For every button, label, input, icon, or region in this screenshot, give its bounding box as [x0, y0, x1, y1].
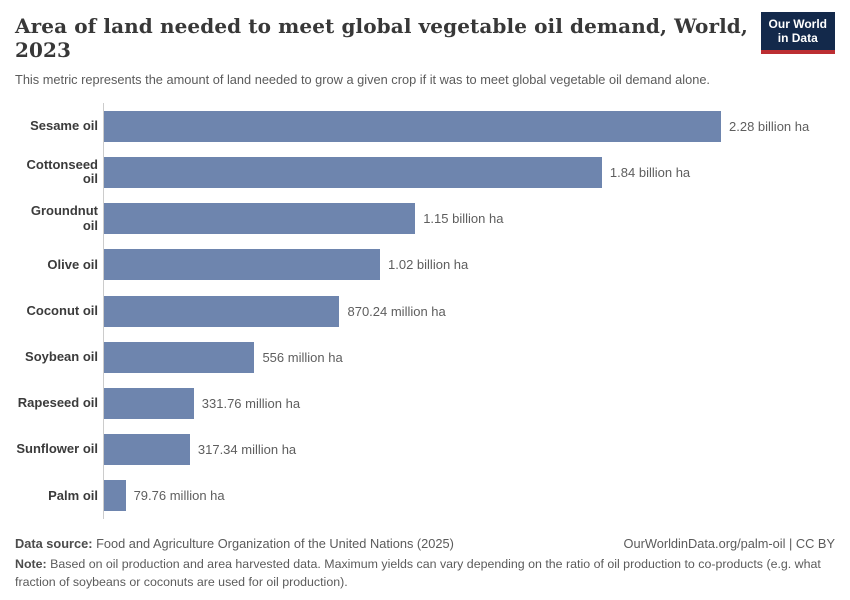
- category-label: Sesame oil: [30, 118, 98, 134]
- chart-row: Sunflower oil 317.34 million ha: [15, 426, 835, 473]
- footer-source-row: Data source: Food and Agriculture Organi…: [15, 536, 835, 551]
- chart-title: Area of land needed to meet global veget…: [15, 14, 748, 62]
- footer-note: Note: Based on oil production and area h…: [15, 556, 835, 592]
- chart-row: Rapeseed oil 331.76 million ha: [15, 380, 835, 427]
- chart-header: Area of land needed to meet global veget…: [15, 12, 835, 89]
- chart-footer: Data source: Food and Agriculture Organi…: [15, 536, 835, 592]
- owid-logo-line2: in Data: [777, 31, 818, 46]
- bar-track: 1.84 billion ha: [103, 149, 835, 196]
- category-label: Soybean oil: [25, 349, 98, 365]
- chart-row: Cottonseed oil 1.84 billion ha: [15, 149, 835, 196]
- bar-track: 1.15 billion ha: [103, 195, 835, 242]
- category-label: Olive oil: [47, 256, 98, 272]
- owid-logo: Our World in Data: [760, 12, 835, 54]
- bar[interactable]: [104, 203, 416, 235]
- bar[interactable]: [104, 480, 126, 512]
- category-label: Palm oil: [48, 487, 98, 503]
- value-label: 79.76 million ha: [133, 488, 225, 504]
- category-label: Coconut oil: [26, 302, 99, 318]
- value-label: 1.15 billion ha: [423, 211, 504, 227]
- chart-row: Olive oil 1.02 billion ha: [15, 241, 835, 288]
- value-label: 1.84 billion ha: [609, 164, 691, 180]
- value-label: 556 million ha: [262, 349, 343, 365]
- chart-row: Groundnut oil 1.15 billion ha: [15, 195, 835, 242]
- bar-track: 2.28 billion ha: [103, 103, 835, 150]
- bar[interactable]: [104, 341, 255, 373]
- data-source-text: Food and Agriculture Organization of the…: [92, 535, 454, 551]
- bar-track: 331.76 million ha: [103, 380, 835, 427]
- data-source: Data source: Food and Agriculture Organi…: [15, 536, 454, 551]
- data-source-label: Data source:: [15, 535, 93, 551]
- value-label: 1.02 billion ha: [388, 257, 469, 273]
- owid-logo-line1: Our World: [768, 17, 827, 31]
- value-label: 870.24 million ha: [347, 303, 446, 319]
- bar[interactable]: [104, 110, 721, 142]
- bar-chart: Sesame oil 2.28 billion ha Cottonseed oil 1…: [15, 103, 835, 519]
- category-label: Rapeseed oil: [17, 395, 98, 411]
- note-label: Note:: [15, 556, 47, 571]
- bar-track: 317.34 million ha: [103, 426, 835, 473]
- bar[interactable]: [104, 434, 190, 466]
- value-label: 2.28 billion ha: [729, 118, 810, 134]
- attribution: OurWorldinData.org/palm-oil | CC BY: [623, 535, 835, 551]
- bar-track: 870.24 million ha: [103, 287, 835, 335]
- bar[interactable]: [104, 387, 194, 419]
- value-label: 331.76 million ha: [201, 395, 301, 411]
- chart-row: Soybean oil 556 million ha: [15, 334, 835, 381]
- bar-chart-rows: Sesame oil 2.28 billion ha Cottonseed oil 1…: [15, 103, 835, 519]
- chart-row: Palm oil 79.76 million ha: [15, 472, 835, 519]
- bar[interactable]: [104, 249, 381, 281]
- bar-track: 556 million ha: [103, 334, 835, 381]
- bar-track: 79.76 million ha: [103, 472, 835, 519]
- note-text: Based on oil production and area harvest…: [15, 556, 821, 589]
- chart-row: Coconut oil 870.24 million ha: [15, 287, 835, 335]
- value-label: 317.34 million ha: [197, 442, 297, 458]
- category-label: Cottonseed oil: [26, 157, 99, 187]
- bar-track: 1.02 billion ha: [103, 241, 835, 288]
- bar[interactable]: [104, 156, 602, 188]
- category-label: Sunflower oil: [16, 441, 98, 457]
- category-label: Groundnut oil: [30, 203, 98, 233]
- chart-row: Sesame oil 2.28 billion ha: [15, 103, 835, 150]
- bar[interactable]: [104, 295, 340, 327]
- chart-subtitle: This metric represents the amount of lan…: [15, 72, 710, 87]
